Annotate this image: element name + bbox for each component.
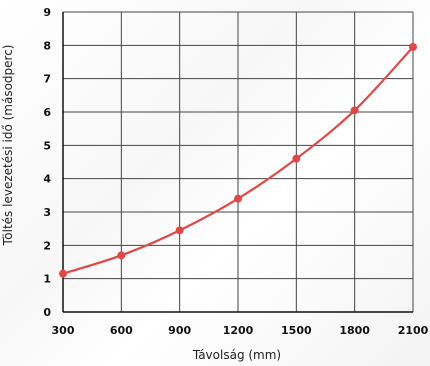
series-group xyxy=(59,43,417,278)
y-tick-label: 7 xyxy=(43,73,51,86)
y-axis-title: Töltés levezetési idő (másodperc) xyxy=(1,45,15,247)
x-tick-label: 900 xyxy=(168,324,191,337)
y-tick-label: 2 xyxy=(43,239,51,252)
y-tick-labels: 0 1 2 3 4 5 6 7 8 9 xyxy=(43,6,51,319)
data-point xyxy=(292,154,301,163)
x-tick-label: 1500 xyxy=(281,324,312,337)
x-tick-label: 300 xyxy=(52,324,75,337)
data-point xyxy=(117,251,126,260)
grid-lines xyxy=(62,11,414,313)
y-tick-label: 0 xyxy=(43,306,51,319)
y-tick-label: 3 xyxy=(43,206,51,219)
data-point xyxy=(409,43,417,51)
x-tick-label: 2100 xyxy=(398,324,429,337)
axes xyxy=(62,12,413,313)
data-point xyxy=(59,269,67,278)
y-tick-label: 4 xyxy=(43,173,51,186)
y-tick-label: 5 xyxy=(43,139,51,152)
data-point xyxy=(350,106,359,115)
y-tick-label: 8 xyxy=(43,39,51,52)
x-tick-label: 1800 xyxy=(339,324,370,337)
x-tick-label: 600 xyxy=(110,324,133,337)
data-point xyxy=(234,194,242,203)
x-axis-title: Távolság (mm) xyxy=(192,348,281,362)
x-tick-labels: 300 600 900 1200 1500 1800 2100 xyxy=(52,324,429,337)
data-point xyxy=(175,226,184,235)
y-tick-label: 6 xyxy=(43,106,51,119)
y-tick-label: 9 xyxy=(43,6,51,19)
x-tick-label: 1200 xyxy=(223,324,254,337)
y-tick-label: 1 xyxy=(43,273,51,286)
